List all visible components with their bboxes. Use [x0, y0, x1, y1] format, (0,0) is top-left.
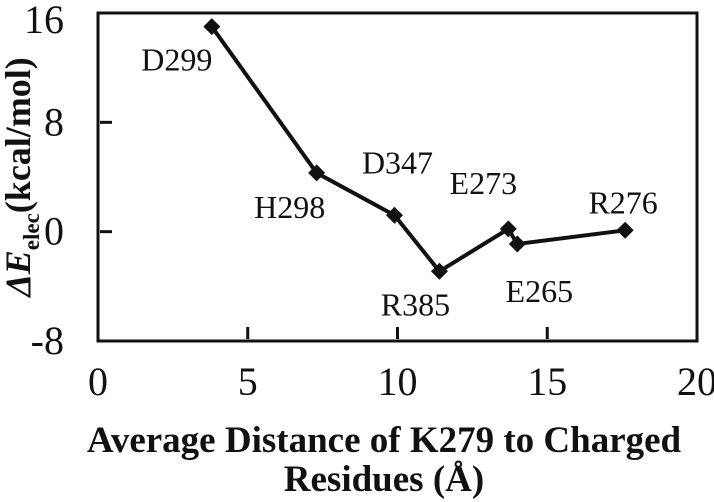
point-label-r385: R385 [381, 286, 450, 322]
x-tick-label: 10 [378, 359, 418, 404]
plot-border [96, 11, 699, 343]
point-label-e265: E265 [506, 273, 574, 309]
y-tick-label: 16 [24, 0, 64, 42]
x-tick-label: 0 [88, 359, 108, 404]
data-point-marker-d347 [386, 206, 404, 224]
y-tick-label: 0 [44, 209, 64, 254]
x-axis-title-line1: Average Distance of K279 to Charged [86, 420, 682, 461]
data-point-marker-h298 [308, 164, 326, 182]
point-label-r276: R276 [588, 184, 657, 220]
y-tick-label: -8 [31, 318, 64, 363]
x-tick-label: 15 [527, 359, 567, 404]
point-label-d299: D299 [141, 42, 212, 78]
data-point-marker-r276 [616, 221, 634, 239]
x-tick-label: 5 [238, 359, 258, 404]
y-tick-label: 8 [44, 99, 64, 144]
x-axis-title: Average Distance of K279 to Charged Resi… [84, 421, 684, 499]
data-point-marker-e273 [499, 220, 517, 238]
point-label-d347: D347 [362, 144, 433, 180]
data-point-marker-d299 [203, 18, 221, 36]
data-point-marker-e265 [508, 235, 526, 253]
x-tick-label: 20 [677, 359, 714, 404]
point-label-h298: H298 [254, 189, 325, 225]
data-point-marker-r385 [430, 262, 448, 280]
point-label-e273: E273 [450, 165, 518, 201]
x-axis-title-line2: Residues (Å) [283, 459, 485, 500]
